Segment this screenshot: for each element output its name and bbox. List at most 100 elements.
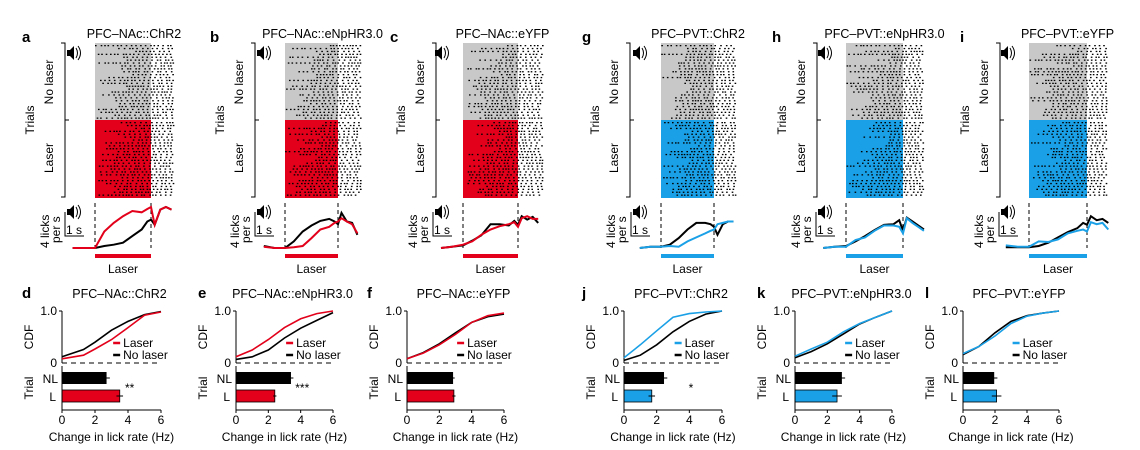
lick-tick [155, 194, 157, 196]
lick-tick [480, 105, 483, 108]
lick-tick [889, 127, 891, 130]
lick-tick [302, 71, 305, 73]
lick-tick [152, 127, 154, 130]
lick-tick [159, 156, 162, 159]
lick-tick [701, 162, 703, 164]
lick-tick [689, 111, 691, 113]
lick-tick [1056, 74, 1058, 76]
lick-tick [170, 151, 173, 153]
lick-tick [1101, 111, 1104, 113]
lick-tick [858, 76, 861, 79]
lick-tick [870, 151, 873, 153]
x-axis-label: Change in lick rate (Hz) [393, 430, 518, 444]
lick-tick [884, 65, 886, 67]
lick-tick [348, 68, 350, 70]
lick-tick [512, 111, 515, 113]
lick-tick [142, 50, 144, 53]
lick-tick [676, 76, 679, 79]
lick-tick [704, 124, 707, 127]
lick-tick [717, 62, 719, 64]
lick-tick [884, 45, 886, 47]
lick-tick [330, 117, 333, 119]
lick-tick [344, 91, 346, 93]
lick-tick [1053, 148, 1055, 150]
lick-tick [540, 185, 543, 188]
lick-tick [320, 65, 323, 67]
lick-tick [135, 127, 137, 130]
lick-tick [145, 122, 147, 124]
lick-tick [511, 68, 513, 70]
lick-tick [522, 145, 525, 147]
lick-tick [329, 127, 331, 130]
lick-tick [516, 45, 519, 47]
lick-tick [530, 180, 533, 182]
lick-tick [515, 133, 518, 135]
lick-tick [162, 174, 165, 176]
lick-tick [696, 71, 698, 73]
bar-no-laser [963, 372, 995, 384]
lick-tick [489, 182, 491, 185]
lick-tick [147, 136, 149, 138]
lick-tick [897, 100, 900, 102]
lick-tick [520, 130, 523, 132]
lick-tick [693, 59, 695, 61]
lick-tick [316, 79, 318, 82]
lick-tick [1059, 108, 1061, 111]
lick-tick [520, 117, 523, 119]
lick-tick [120, 45, 123, 47]
lick-tick [137, 177, 139, 179]
lick-tick [886, 91, 889, 93]
lick-tick [146, 182, 148, 185]
lick-tick [904, 185, 907, 188]
lick-tick [515, 85, 517, 87]
lick-tick [134, 114, 136, 116]
lick-tick [730, 180, 733, 182]
lick-tick [536, 168, 539, 170]
lick-tick [870, 97, 873, 99]
lick-tick [910, 156, 912, 159]
lick-tick [526, 153, 529, 156]
lick-tick [486, 100, 489, 102]
lick-tick [1090, 180, 1093, 182]
lick-tick [699, 71, 701, 73]
lick-tick [721, 97, 724, 99]
lick-tick [725, 162, 728, 164]
lick-tick [295, 62, 298, 64]
lick-tick [487, 188, 490, 190]
lick-tick [151, 130, 153, 132]
lick-tick [135, 50, 137, 53]
lick-tick [323, 180, 326, 182]
lick-tick [537, 91, 540, 93]
lick-tick [532, 108, 535, 111]
lick-tick [355, 148, 357, 150]
legend-no-laser-label: No laser [685, 348, 730, 362]
lick-tick [478, 79, 480, 82]
lick-tick [286, 194, 289, 196]
lick-tick [328, 139, 331, 141]
lick-tick [141, 145, 143, 147]
lick-tick [536, 142, 538, 144]
lick-tick [340, 185, 342, 188]
lick-tick [1098, 191, 1100, 193]
lick-tick [890, 133, 892, 135]
lick-tick [1081, 194, 1083, 196]
lick-tick [352, 88, 355, 90]
lick-tick [352, 139, 354, 141]
lick-tick [1095, 182, 1097, 185]
lick-tick [356, 171, 359, 173]
lick-tick [1033, 177, 1035, 179]
lick-tick [525, 79, 527, 82]
lick-tick [1073, 122, 1076, 124]
lick-tick [896, 145, 898, 147]
lick-tick [336, 79, 338, 82]
lick-tick [292, 182, 294, 185]
lick-tick [713, 47, 716, 50]
lick-tick [503, 94, 505, 96]
lick-tick [914, 148, 917, 150]
lick-tick [1081, 62, 1083, 64]
lick-tick [720, 117, 722, 119]
lick-tick [512, 47, 514, 50]
lick-tick [142, 188, 145, 190]
lick-tick [165, 191, 167, 193]
lick-tick [165, 156, 168, 159]
